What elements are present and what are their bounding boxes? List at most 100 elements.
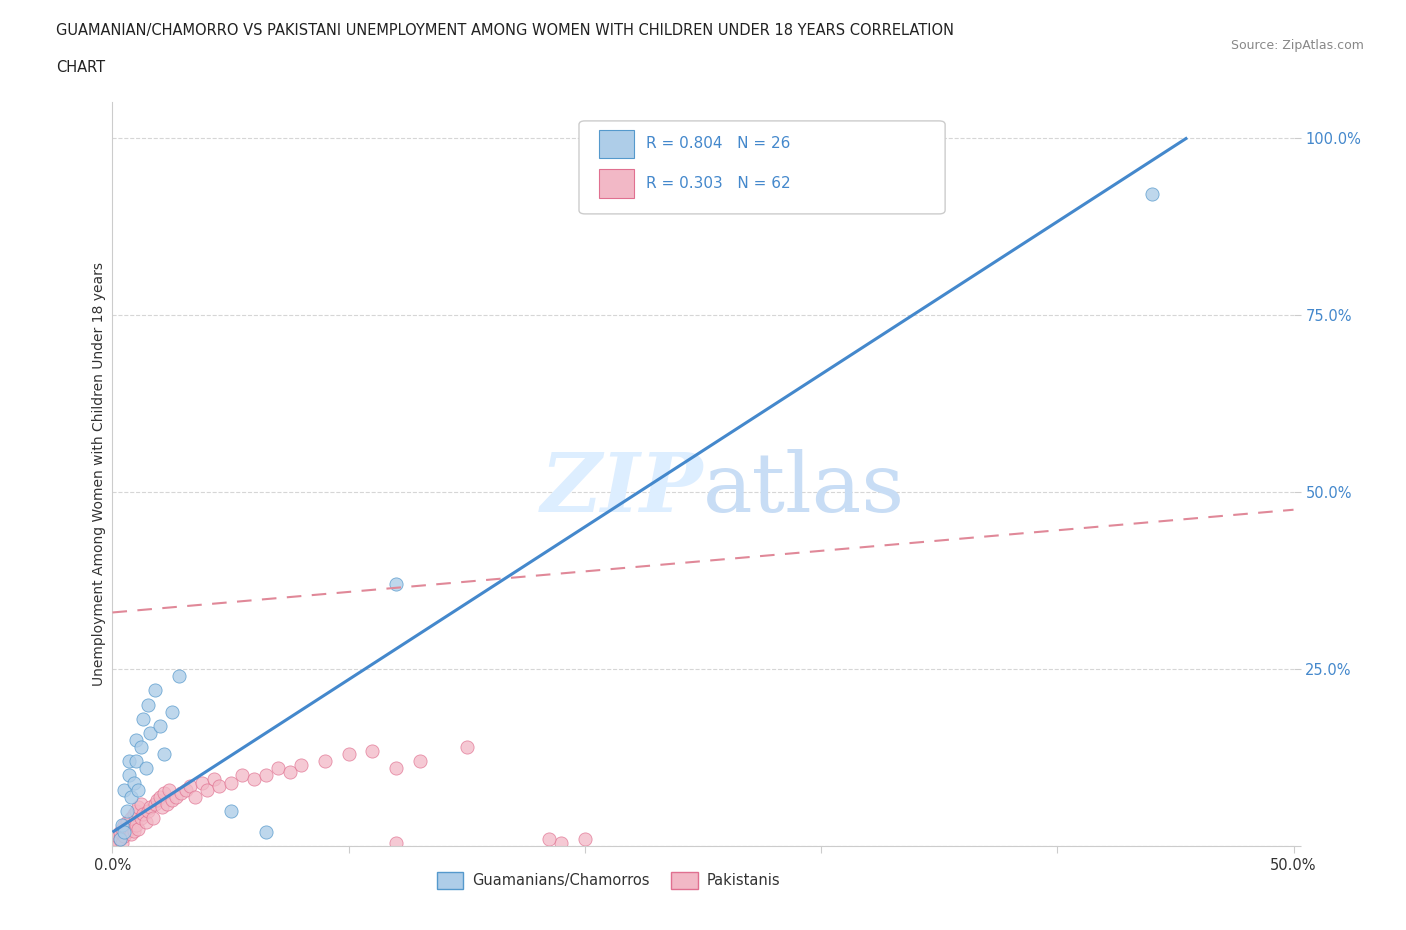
Point <box>267 761 290 776</box>
Point <box>129 739 152 754</box>
Point <box>314 754 336 769</box>
Point <box>111 835 134 850</box>
Point <box>149 790 172 804</box>
Point <box>219 775 242 790</box>
Text: Source: ZipAtlas.com: Source: ZipAtlas.com <box>1230 39 1364 52</box>
Point <box>456 739 478 754</box>
Point <box>127 821 149 836</box>
Point <box>170 786 193 801</box>
Point <box>174 782 197 797</box>
Point <box>118 821 141 836</box>
Point <box>160 792 183 807</box>
Point <box>142 811 165 826</box>
Point <box>120 811 142 826</box>
Point <box>105 833 128 848</box>
Point <box>191 775 214 790</box>
Point <box>385 577 408 591</box>
Point <box>165 790 187 804</box>
Text: GUAMANIAN/CHAMORRO VS PAKISTANI UNEMPLOYMENT AMONG WOMEN WITH CHILDREN UNDER 18 : GUAMANIAN/CHAMORRO VS PAKISTANI UNEMPLOY… <box>56 23 955 38</box>
Point <box>550 835 572 850</box>
Point <box>139 800 162 815</box>
Text: atlas: atlas <box>703 449 905 529</box>
Point <box>136 804 159 818</box>
Point <box>122 775 145 790</box>
Point <box>122 807 145 822</box>
Point <box>122 823 145 838</box>
Point <box>108 831 131 846</box>
Point <box>115 825 138 840</box>
Point <box>167 669 190 684</box>
Point <box>112 829 135 844</box>
Point <box>112 817 135 832</box>
Point <box>150 800 173 815</box>
Point <box>111 817 134 832</box>
Point <box>115 804 138 818</box>
Point <box>254 825 277 840</box>
Point <box>254 768 277 783</box>
Legend: Guamanians/Chamorros, Pakistanis: Guamanians/Chamorros, Pakistanis <box>432 867 786 895</box>
Point <box>104 835 127 850</box>
Point <box>127 800 149 815</box>
Point <box>160 704 183 719</box>
Point <box>143 796 166 811</box>
Point <box>153 786 176 801</box>
Point <box>231 768 253 783</box>
Point <box>184 790 207 804</box>
Point <box>408 754 430 769</box>
Point <box>111 821 134 836</box>
Point <box>156 796 179 811</box>
Point <box>118 754 141 769</box>
Point <box>132 711 155 726</box>
Point <box>574 831 596 846</box>
FancyBboxPatch shape <box>579 121 945 214</box>
Point <box>135 814 157 829</box>
Point <box>112 825 135 840</box>
Point <box>132 807 155 822</box>
Point <box>157 782 180 797</box>
Y-axis label: Unemployment Among Women with Children Under 18 years: Unemployment Among Women with Children U… <box>91 262 105 686</box>
Point <box>538 831 561 846</box>
Point <box>149 718 172 733</box>
Point <box>146 792 169 807</box>
Point <box>153 747 176 762</box>
Point <box>202 772 225 787</box>
Text: ZIP: ZIP <box>540 449 703 529</box>
Text: CHART: CHART <box>56 60 105 75</box>
Point <box>337 747 360 762</box>
Point <box>118 768 141 783</box>
Point <box>125 817 148 832</box>
Point <box>120 826 142 841</box>
Point <box>219 804 242 818</box>
Point <box>290 757 312 772</box>
Text: R = 0.303   N = 62: R = 0.303 N = 62 <box>647 176 792 191</box>
Text: R = 0.804   N = 26: R = 0.804 N = 26 <box>647 137 790 152</box>
Point <box>125 733 148 748</box>
Point <box>385 835 408 850</box>
Bar <box>599 169 634 197</box>
Point <box>129 811 152 826</box>
Bar <box>599 130 634 158</box>
Point <box>127 782 149 797</box>
Point <box>135 761 157 776</box>
Point <box>104 831 127 846</box>
Point <box>136 698 159 712</box>
Point <box>278 764 301 779</box>
Point <box>125 754 148 769</box>
Point <box>208 778 231 793</box>
Point <box>129 796 152 811</box>
Point <box>115 814 138 829</box>
Point <box>1140 187 1163 202</box>
Point <box>195 782 218 797</box>
Point <box>105 829 128 844</box>
Point <box>125 804 148 818</box>
Point <box>361 743 384 758</box>
Point <box>179 778 201 793</box>
Point <box>112 782 135 797</box>
Point <box>108 825 131 840</box>
Point <box>139 725 162 740</box>
Point <box>385 761 408 776</box>
Point <box>120 790 142 804</box>
Point <box>243 772 266 787</box>
Point <box>143 683 166 698</box>
Point <box>108 831 131 846</box>
